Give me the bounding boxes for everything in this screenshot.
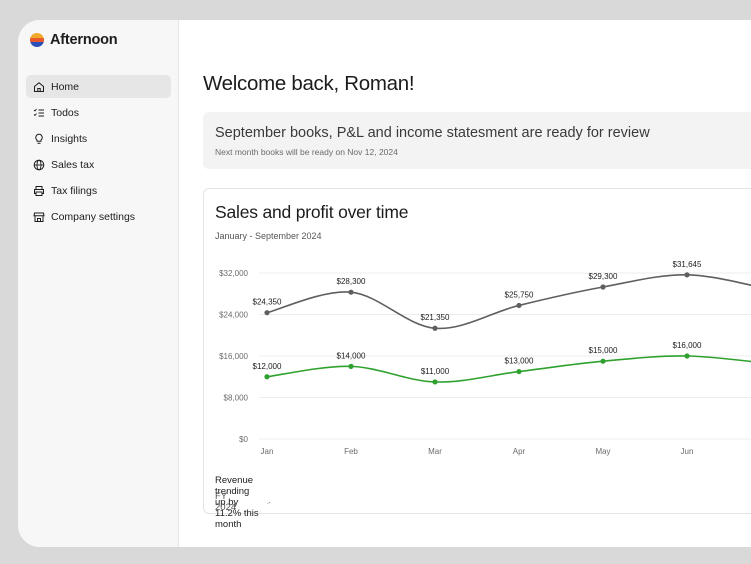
sidebar-item-label: Home [51, 80, 80, 93]
data-point [684, 272, 690, 278]
x-tick-label: Jan [261, 447, 274, 456]
data-label: $21,350 [421, 313, 450, 322]
x-tick-label: Apr [513, 447, 526, 456]
fiscal-year: FY 2024 [215, 491, 237, 513]
data-point [264, 310, 270, 316]
sidebar-item-label: Sales tax [51, 158, 95, 171]
sidebar-item-label: Todos [51, 106, 80, 119]
data-point [348, 289, 354, 295]
todos-icon [33, 107, 45, 119]
trend-line: Revenue trending up by 11.2% this month [215, 475, 270, 530]
sidebar-item-sales-tax[interactable]: Sales tax [26, 153, 171, 176]
globe-icon [33, 159, 45, 171]
data-label: $25,750 [505, 290, 534, 299]
banner-subtitle: Next month books will be ready on Nov 12… [215, 147, 398, 157]
sidebar-item-home[interactable]: Home [26, 75, 171, 98]
trending-up-icon [267, 501, 270, 504]
data-point [684, 353, 690, 359]
data-point [600, 284, 606, 290]
data-point [600, 358, 606, 364]
sidebar-item-todos[interactable]: Todos [26, 101, 171, 124]
sidebar-item-tax-filings[interactable]: Tax filings [26, 179, 171, 202]
data-label: $31,645 [673, 260, 702, 269]
brand[interactable]: Afternoon [30, 32, 118, 48]
sidebar-item-company-settings[interactable]: Company settings [26, 205, 171, 228]
store-icon [33, 211, 45, 223]
main-content: Welcome back, Roman! September books, P&… [180, 20, 751, 547]
lightbulb-icon [33, 133, 45, 145]
sidebar: Afternoon Home Todos Insights [18, 20, 179, 547]
brand-name: Afternoon [50, 32, 118, 48]
y-tick-label: $8,000 [224, 394, 249, 403]
sidebar-item-label: Company settings [51, 210, 136, 223]
y-tick-label: $24,000 [219, 311, 248, 320]
data-point [516, 368, 522, 375]
y-tick-label: $0 [239, 435, 248, 444]
data-point [348, 363, 354, 369]
data-label: $11,000 [421, 367, 450, 376]
app-window: Afternoon Home Todos Insights [18, 20, 751, 547]
trend-text: Revenue trending up by 11.2% this month [215, 475, 259, 530]
data-point [432, 325, 438, 331]
data-label: $28,300 [337, 277, 366, 286]
card-title: Sales and profit over time [215, 202, 409, 222]
data-label: $16,000 [673, 341, 702, 350]
data-point [432, 379, 438, 385]
x-tick-label: Feb [344, 447, 358, 456]
y-tick-label: $16,000 [219, 352, 248, 361]
sidebar-item-label: Insights [51, 132, 88, 145]
data-point [516, 302, 522, 309]
data-label: $14,000 [337, 351, 366, 360]
data-point [264, 374, 270, 380]
data-label: $15,000 [589, 346, 618, 355]
afternoon-logo-icon [30, 33, 44, 47]
sales-profit-chart: $0 $8,000 $16,000 $24,000 $32,000 Jan Feb Mar Ap… [219, 260, 751, 456]
sidebar-nav: Home Todos Insights Sales tax [26, 75, 171, 231]
data-label: $24,350 [253, 298, 282, 307]
page-title: Welcome back, Roman! [203, 72, 415, 95]
sidebar-item-insights[interactable]: Insights [26, 127, 171, 150]
x-tick-label: Jun [681, 447, 694, 456]
banner-title: September books, P&L and income statesme… [215, 125, 650, 141]
y-tick-label: $32,000 [219, 269, 248, 278]
card-subtitle: January - September 2024 [215, 231, 322, 241]
books-ready-banner[interactable]: September books, P&L and income statesme… [203, 112, 751, 169]
data-label: $13,000 [505, 357, 534, 366]
x-tick-label: May [595, 447, 610, 456]
data-label: $12,000 [253, 362, 282, 371]
sidebar-item-label: Tax filings [51, 184, 98, 197]
x-tick-label: Mar [428, 447, 442, 456]
data-label: $29,300 [589, 272, 618, 281]
home-icon [33, 81, 45, 93]
printer-icon [33, 185, 45, 197]
sales-profit-card: Sales and profit over time January - Sep… [203, 188, 751, 530]
